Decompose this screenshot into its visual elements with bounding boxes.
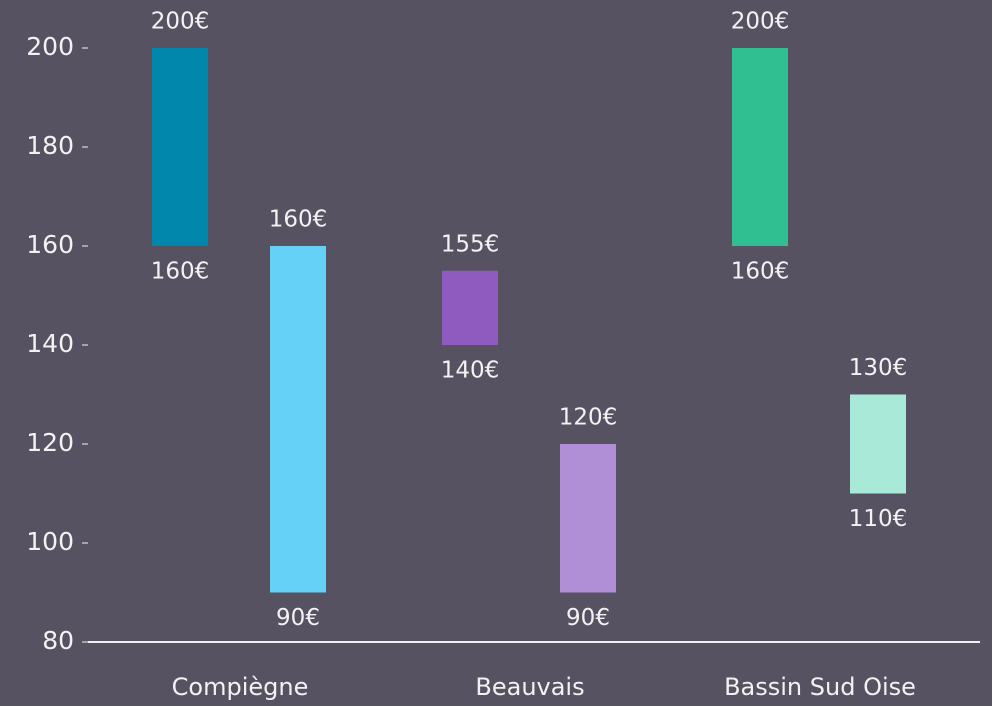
y-tick-label: 100 (26, 527, 74, 556)
bar (152, 48, 208, 246)
low-label: 160€ (151, 259, 210, 285)
low-label: 90€ (566, 605, 610, 631)
high-label: 200€ (731, 9, 790, 35)
low-label: 140€ (441, 358, 500, 384)
low-label: 90€ (276, 605, 320, 631)
y-tick-label: 140 (26, 329, 74, 358)
low-label: 160€ (731, 259, 790, 285)
y-tick-label: 180 (26, 131, 74, 160)
bar (732, 48, 788, 246)
bar (270, 246, 326, 593)
bar (560, 444, 616, 593)
bar (442, 270, 498, 345)
high-label: 120€ (559, 405, 618, 431)
low-label: 110€ (849, 506, 908, 532)
high-label: 160€ (269, 207, 328, 233)
high-label: 130€ (849, 355, 908, 381)
bar (850, 394, 906, 494)
high-label: 155€ (441, 231, 500, 257)
high-label: 200€ (151, 9, 210, 35)
y-tick-label: 80 (42, 626, 74, 655)
y-tick-label: 160 (26, 230, 74, 259)
x-tick-label: Compiègne (172, 673, 309, 701)
x-tick-label: Beauvais (475, 673, 584, 701)
y-tick-label: 120 (26, 428, 74, 457)
x-tick-label: Bassin Sud Oise (724, 673, 916, 701)
y-tick-label: 200 (26, 32, 74, 61)
